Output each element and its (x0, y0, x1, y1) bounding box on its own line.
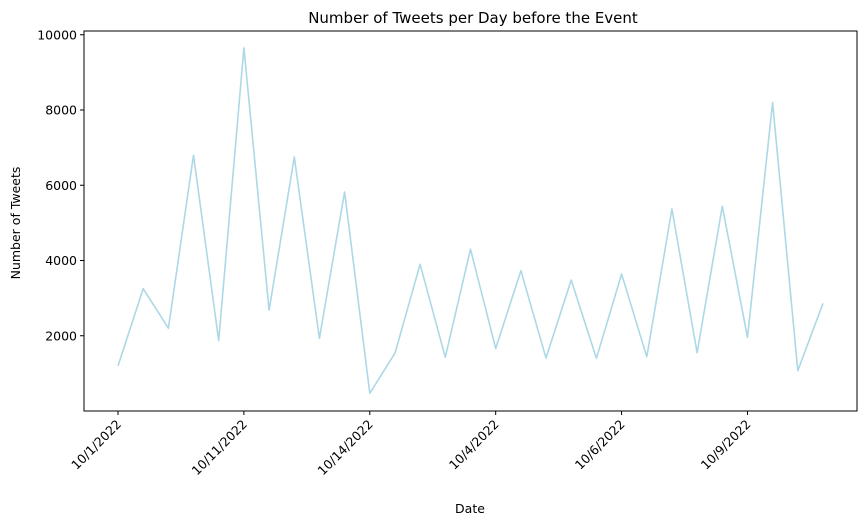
y-tick-label: 10000 (37, 27, 77, 42)
plot-area: 2000 4000 6000 8000 10000 10/1/2022 10/11/2022… (37, 27, 858, 479)
y-tick-label: 2000 (45, 328, 77, 343)
x-tick-label: 10/6/2022 (572, 417, 628, 473)
plot-frame (83, 30, 858, 412)
x-tick-label: 10/9/2022 (698, 417, 754, 473)
x-tick-label: 10/14/2022 (314, 417, 376, 479)
x-tick-label: 10/4/2022 (446, 417, 502, 473)
x-tick-label: 10/1/2022 (68, 417, 124, 473)
x-axis-label: Date (455, 501, 485, 516)
y-axis-label: Number of Tweets (8, 167, 23, 280)
chart-title: Number of Tweets per Day before the Even… (308, 9, 638, 27)
series-line (117, 47, 824, 395)
y-tick-label: 8000 (45, 103, 77, 118)
y-tick-label: 6000 (45, 178, 77, 193)
y-tick-label: 4000 (45, 253, 77, 268)
x-tick-label: 10/11/2022 (188, 417, 250, 479)
